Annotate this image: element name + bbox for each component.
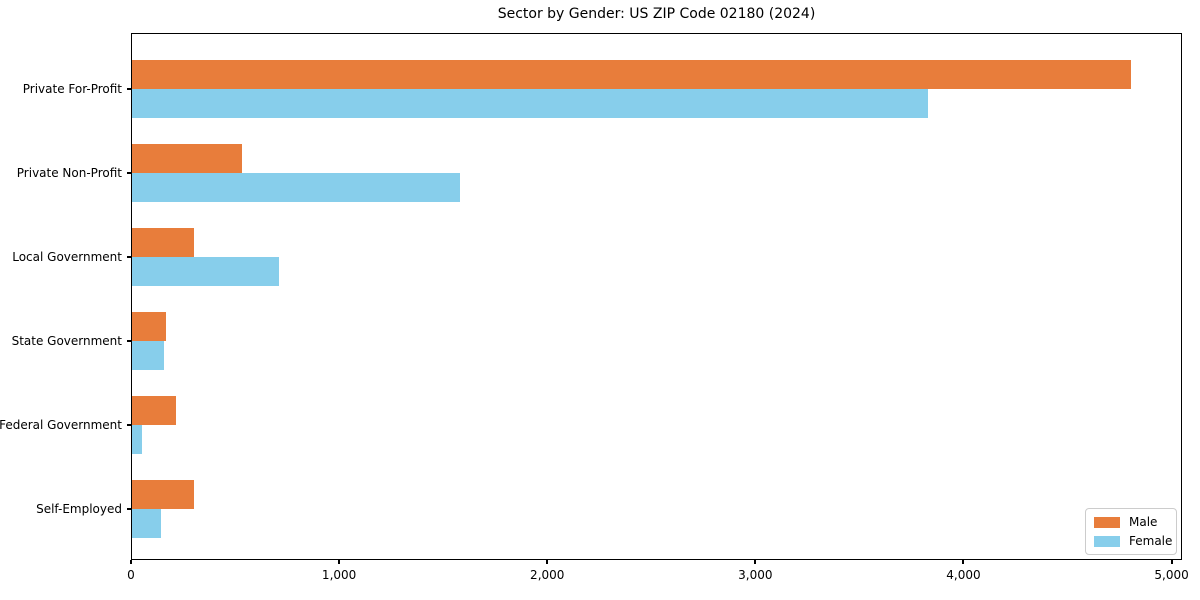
plot-area (131, 33, 1182, 560)
x-tick-label-4-000: 4,000 (946, 568, 981, 582)
x-tick-label-2-000: 2,000 (530, 568, 565, 582)
bar-male-private-non-profit (132, 144, 243, 173)
legend-label-female: Female (1129, 534, 1173, 548)
bar-male-private-for-profit (132, 60, 1132, 89)
legend-swatch-male (1094, 516, 1120, 528)
y-tick-label-private-for-profit: Private For-Profit (22, 82, 122, 96)
x-tick-mark (338, 560, 341, 564)
bar-female-federal-government (132, 425, 143, 454)
y-tick-label-self-employed: Self-Employed (36, 502, 122, 516)
x-axis: 0 1,000 2,000 3,000 4,000 5,000 (127, 560, 1189, 592)
bar-male-self-employed (132, 480, 195, 509)
x-tick-label-1-000: 1,000 (321, 568, 357, 582)
y-tick-label-state-government: State Government (11, 334, 122, 348)
bar-male-state-government (132, 312, 167, 341)
bar-male-federal-government (132, 396, 176, 425)
y-tick-mark (127, 424, 131, 426)
x-tick-mark (1170, 560, 1173, 564)
chart-title: Sector by Gender: US ZIP Code 02180 (202… (497, 6, 816, 22)
x-tick-label-3-000: 3,000 (738, 568, 773, 582)
category-row-private-non-profit (132, 131, 1181, 215)
y-tick-mark (127, 256, 131, 258)
category-row-state-government (132, 299, 1181, 383)
legend-swatch-female (1094, 535, 1120, 547)
bar-female-private-non-profit (132, 173, 461, 202)
legend-entry-female: Female (1094, 534, 1172, 548)
category-row-federal-government (132, 383, 1181, 467)
y-tick-mark (127, 88, 131, 90)
bar-female-private-for-profit (132, 89, 928, 118)
y-tick-label-private-non-profit: Private Non-Profit (16, 166, 122, 180)
bar-female-local-government (132, 257, 280, 286)
category-row-self-employed (132, 467, 1181, 551)
x-tick-mark (546, 560, 549, 564)
bar-female-self-employed (132, 509, 162, 538)
category-row-private-for-profit (132, 47, 1181, 131)
bar-female-state-government (132, 341, 165, 370)
category-row-local-government (132, 215, 1181, 299)
y-axis: Private For-Profit Private Non-Profit Loca… (0, 33, 131, 560)
y-tick-label-local-government: Local Government (12, 250, 122, 264)
x-tick-mark (754, 560, 757, 564)
legend-label-male: Male (1129, 515, 1158, 529)
y-tick-mark (127, 508, 131, 510)
y-tick-mark (127, 172, 131, 174)
x-tick-label-5-000: 5,000 (1154, 568, 1189, 582)
legend: Male Female (1085, 508, 1177, 555)
y-tick-label-federal-government: Federal Government (0, 418, 122, 432)
x-tick-label-0: 0 (127, 568, 135, 582)
x-tick-mark (130, 560, 132, 564)
x-tick-mark (962, 560, 965, 564)
bar-male-local-government (132, 228, 195, 257)
y-tick-mark (127, 340, 131, 342)
plot-rows (132, 34, 1181, 559)
legend-entry-male: Male (1094, 515, 1168, 529)
